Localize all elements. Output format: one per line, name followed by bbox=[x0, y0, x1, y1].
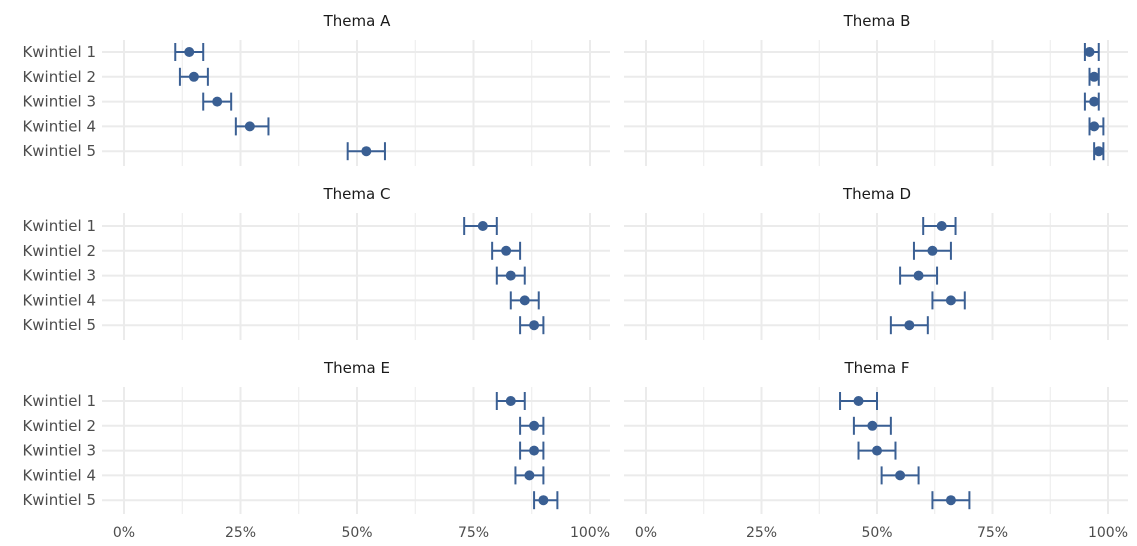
category-label: Kwintiel 1 bbox=[22, 392, 96, 410]
category-label: Kwintiel 3 bbox=[22, 93, 96, 111]
panel-thema-e: Thema E Kwintiel 1 Kwintiel 2 Kwintiel 3 Kwi… bbox=[22, 359, 610, 514]
data-point bbox=[361, 146, 372, 157]
category-label: Kwintiel 3 bbox=[22, 267, 96, 285]
data-point bbox=[505, 396, 516, 406]
data-point bbox=[927, 245, 938, 256]
data-point bbox=[853, 396, 864, 406]
category-label: Kwintiel 4 bbox=[22, 117, 96, 135]
panel-thema-b: Thema B bbox=[624, 12, 1128, 166]
data-point bbox=[1089, 71, 1100, 82]
panel-title: Thema F bbox=[843, 359, 909, 377]
x-tick-label: 100% bbox=[1088, 525, 1128, 541]
data-point bbox=[184, 47, 195, 57]
data-point bbox=[529, 320, 540, 331]
panel-thema-f: Thema F bbox=[624, 359, 1128, 514]
data-point bbox=[529, 445, 540, 456]
panel-title: Thema D bbox=[842, 185, 911, 203]
data-point bbox=[1089, 96, 1100, 107]
category-label: Kwintiel 2 bbox=[22, 417, 96, 435]
data-point bbox=[936, 221, 947, 231]
category-label: Kwintiel 4 bbox=[22, 466, 96, 484]
category-label: Kwintiel 5 bbox=[22, 142, 96, 160]
x-tick-label: 25% bbox=[225, 525, 256, 541]
data-point bbox=[212, 96, 223, 107]
x-tick-label: 0% bbox=[113, 525, 135, 541]
category-label: Kwintiel 2 bbox=[22, 242, 96, 260]
x-tick-label: 75% bbox=[458, 525, 489, 541]
category-label: Kwintiel 1 bbox=[22, 43, 96, 61]
panel-title: Thema A bbox=[323, 12, 391, 30]
panel-thema-d: Thema D bbox=[624, 185, 1128, 340]
x-tick-label: 100% bbox=[570, 525, 610, 541]
data-point bbox=[524, 470, 535, 481]
data-point bbox=[904, 320, 915, 331]
data-point bbox=[945, 495, 956, 506]
data-point bbox=[519, 295, 530, 306]
data-point bbox=[895, 470, 906, 481]
panel-title: Thema E bbox=[323, 359, 390, 377]
category-label: Kwintiel 4 bbox=[22, 291, 96, 309]
panel-thema-a: Thema A Kwintiel 1 Kwintiel 2 Kwintiel 3 Kwi… bbox=[22, 12, 610, 166]
data-point bbox=[505, 270, 516, 281]
x-tick-label: 0% bbox=[635, 525, 657, 541]
data-point bbox=[872, 445, 882, 456]
data-point bbox=[188, 71, 199, 82]
data-point bbox=[945, 295, 956, 306]
panel-title: Thema B bbox=[843, 12, 911, 30]
x-tick-label: 50% bbox=[861, 525, 892, 541]
data-point bbox=[477, 221, 488, 231]
panel-title: Thema C bbox=[323, 185, 391, 203]
category-label: Kwintiel 5 bbox=[22, 316, 96, 334]
data-point bbox=[913, 270, 924, 281]
data-point bbox=[244, 121, 255, 132]
data-point bbox=[1089, 121, 1100, 132]
data-point bbox=[529, 420, 540, 431]
data-point bbox=[501, 245, 512, 256]
data-point bbox=[867, 420, 878, 431]
category-label: Kwintiel 2 bbox=[22, 68, 96, 86]
x-tick-label: 50% bbox=[341, 525, 372, 541]
data-point bbox=[1093, 146, 1104, 157]
x-tick-label: 25% bbox=[746, 525, 777, 541]
data-point bbox=[538, 495, 549, 506]
x-tick-label: 75% bbox=[977, 525, 1008, 541]
category-label: Kwintiel 5 bbox=[22, 491, 96, 509]
category-label: Kwintiel 1 bbox=[22, 217, 96, 235]
category-label: Kwintiel 3 bbox=[22, 442, 96, 460]
panel-thema-c: Thema C Kwintiel 1 Kwintiel 2 Kwintiel 3 Kwi… bbox=[22, 185, 610, 340]
data-point bbox=[1084, 47, 1095, 57]
